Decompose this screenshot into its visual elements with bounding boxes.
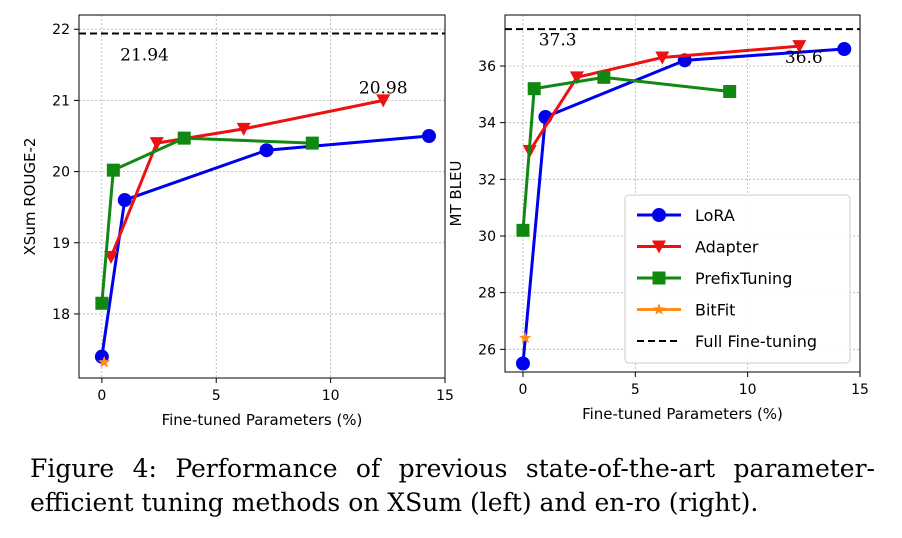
series-adapter xyxy=(522,40,807,158)
value-annotation: 21.94 xyxy=(120,46,169,66)
series-line xyxy=(109,98,384,258)
y-tick-label: 34 xyxy=(478,116,496,132)
series-prefixtuning xyxy=(95,131,319,310)
y-tick-label: 36 xyxy=(478,59,496,75)
series-lora xyxy=(94,129,436,364)
x-tick-label: 5 xyxy=(212,388,221,404)
series-bitfit xyxy=(97,355,111,368)
data-point-lora xyxy=(259,143,274,158)
x-tick-label: 15 xyxy=(851,382,869,398)
x-tick-label: 10 xyxy=(739,382,757,398)
data-point-adapter xyxy=(149,137,164,151)
x-tick-label: 10 xyxy=(322,388,340,404)
plot-frame xyxy=(504,14,861,373)
legend-marker xyxy=(652,240,666,254)
data-point-lora xyxy=(515,356,530,371)
data-point-adapter xyxy=(376,94,391,108)
series-line xyxy=(528,44,800,152)
data-point-adapter xyxy=(792,40,807,54)
y-tick-label: 30 xyxy=(478,229,496,245)
legend-marker xyxy=(652,208,666,222)
charts-canvas: 21.94 20.98 0 5 10 15 18 19 20 21 22 Fine-tuned Par… xyxy=(21,14,869,429)
value-annotation: 20.98 xyxy=(359,78,408,98)
data-point-lora xyxy=(421,129,436,143)
y-tick-label: 21 xyxy=(52,93,70,109)
legend-box xyxy=(624,194,851,364)
legend-marker xyxy=(652,303,666,315)
legend-label: LoRA xyxy=(695,206,735,225)
data-point-prefixtuning xyxy=(95,296,109,310)
data-point-prefixtuning xyxy=(305,136,319,150)
x-axis-label: Fine-tuned Parameters (%) xyxy=(582,405,783,423)
value-annotation: 37.3 xyxy=(539,30,577,50)
x-axis-label: Fine-tuned Parameters (%) xyxy=(162,411,363,429)
data-point-adapter xyxy=(569,71,584,85)
x-tick-label: 5 xyxy=(631,382,640,398)
y-tick-label: 20 xyxy=(52,165,70,181)
y-axis-label: XSum ROUGE-2 xyxy=(21,138,39,256)
data-point-prefixtuning xyxy=(723,85,737,98)
chart-left: 21.94 20.98 0 5 10 15 18 19 20 21 22 Fine-tuned Par… xyxy=(21,14,454,429)
y-axis-label: MT BLEU xyxy=(447,161,465,227)
data-point-prefixtuning xyxy=(527,82,541,96)
data-point-bitfit xyxy=(519,331,532,344)
series-bitfit xyxy=(519,331,532,344)
y-tick-label: 19 xyxy=(52,236,70,252)
data-point-lora xyxy=(837,42,852,56)
figure-caption: Figure 4: Performance of previous state-… xyxy=(30,454,875,517)
chart-right: 37.3 36.6 0 5 10 15 26 28 30 32 34 36 Fine-tuned Par… xyxy=(447,14,869,423)
x-tick-label: 0 xyxy=(519,382,528,398)
y-tick-label: 32 xyxy=(478,172,496,188)
data-point-adapter xyxy=(655,51,670,65)
series-line xyxy=(100,136,313,304)
series-line xyxy=(100,134,430,357)
data-point-lora xyxy=(117,193,132,208)
legend-label: PrefixTuning xyxy=(695,269,792,288)
x-tick-label: 15 xyxy=(436,388,454,404)
series-line xyxy=(521,47,845,364)
data-point-prefixtuning xyxy=(177,131,191,145)
data-point-bitfit xyxy=(97,355,111,368)
data-point-prefixtuning xyxy=(597,70,611,84)
y-tick-label: 18 xyxy=(52,307,70,323)
y-tick-label: 26 xyxy=(478,342,496,358)
x-tick-label: 0 xyxy=(97,388,106,404)
y-tick-label: 22 xyxy=(52,22,70,38)
legend-label: Adapter xyxy=(695,238,759,257)
data-point-prefixtuning xyxy=(106,163,120,177)
data-point-adapter xyxy=(236,122,251,136)
legend-label: BitFit xyxy=(695,301,735,320)
legend-marker xyxy=(652,271,666,285)
value-annotation: 36.6 xyxy=(785,48,823,68)
y-tick-label: 28 xyxy=(478,286,496,302)
legend: LoRA Adapter PrefixTuning BitFit Full Fine-t… xyxy=(624,194,851,364)
series-line xyxy=(521,75,730,231)
legend-label: Full Fine-tuning xyxy=(695,332,817,351)
data-point-prefixtuning xyxy=(516,223,530,237)
series-lora xyxy=(515,42,852,371)
series-prefixtuning xyxy=(516,70,737,237)
series-adapter xyxy=(104,94,391,264)
plot-frame xyxy=(78,14,446,379)
